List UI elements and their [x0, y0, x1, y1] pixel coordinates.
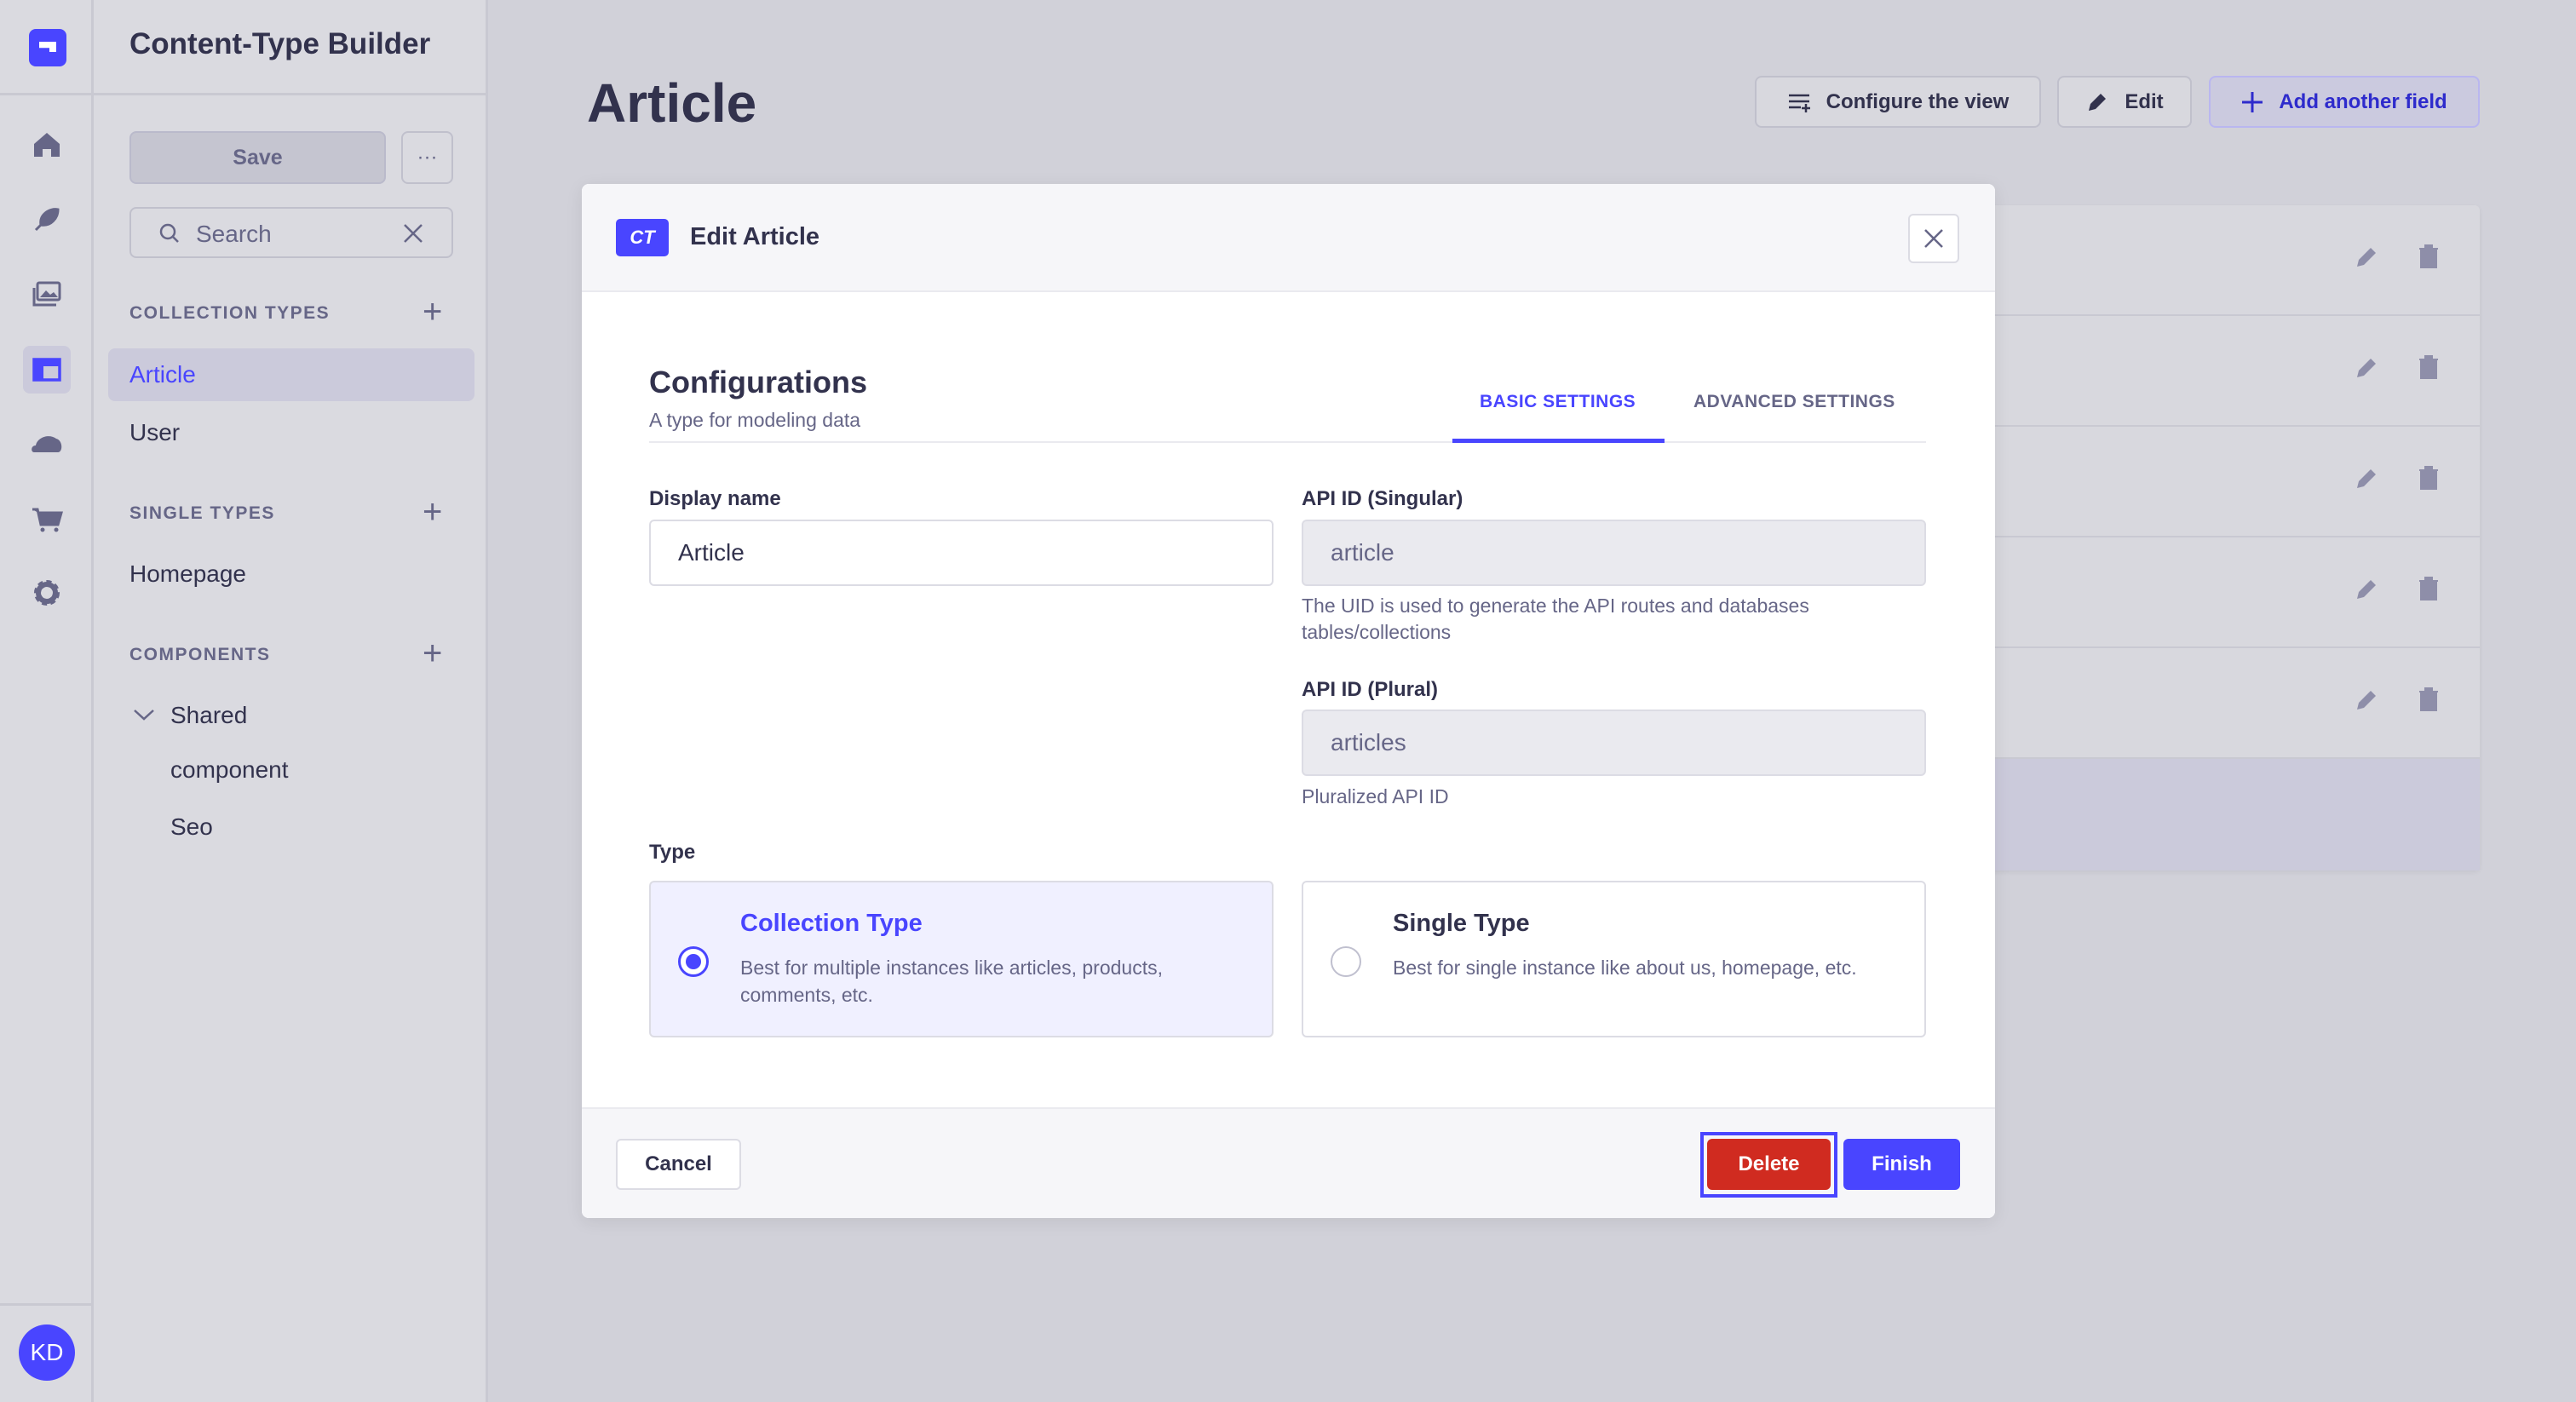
option-description: Best for single instance like about us, … [1393, 957, 1857, 979]
content-type-sidebar: Content-Type Builder Save ··· Search COL… [94, 0, 488, 1402]
radio-selected[interactable] [678, 946, 709, 977]
edit-field-icon[interactable] [2355, 687, 2380, 712]
finish-button[interactable]: Finish [1843, 1139, 1960, 1190]
rail-header [0, 0, 94, 95]
sidebar-item-article-active[interactable] [108, 348, 474, 401]
nav-rail: KD [0, 0, 94, 1402]
add-collection-type-icon[interactable]: + [423, 293, 443, 330]
delete-field-icon[interactable] [2418, 354, 2440, 380]
edit-article-modal: CT Edit Article Configurations A type fo… [582, 184, 1995, 1218]
single-type-option[interactable]: Single Type Best for single instance lik… [1302, 881, 1926, 1037]
strapi-logo[interactable] [29, 29, 66, 66]
display-name-label: Display name [649, 487, 781, 510]
save-button[interactable]: Save [129, 131, 386, 184]
collection-types-heading: COLLECTION TYPES [129, 303, 331, 323]
option-title: Collection Type [740, 910, 923, 937]
content-type-builder-icon[interactable] [23, 346, 71, 394]
sidebar-item-component[interactable]: component [170, 756, 289, 783]
tabs-divider [649, 441, 1926, 443]
edit-field-icon[interactable] [2355, 576, 2380, 601]
cloud-icon[interactable] [23, 420, 71, 468]
tab-advanced-settings[interactable]: ADVANCED SETTINGS [1693, 392, 1895, 411]
configure-view-label: Configure the view [1826, 89, 2010, 113]
more-options-button[interactable]: ··· [401, 131, 453, 184]
delete-field-icon[interactable] [2418, 244, 2440, 269]
plus-icon [2242, 91, 2263, 112]
home-icon[interactable] [23, 121, 71, 169]
api-id-singular-input[interactable]: article [1302, 520, 1926, 586]
add-component-icon[interactable]: + [423, 635, 443, 672]
option-description: Best for multiple instances like article… [740, 957, 1163, 1006]
collection-type-badge: CT [616, 219, 669, 256]
page-title: Article [587, 72, 757, 134]
add-field-label: Add another field [2279, 89, 2447, 113]
clear-search-icon[interactable] [402, 222, 424, 244]
option-title: Single Type [1393, 910, 1530, 937]
chevron-down-icon[interactable] [133, 708, 155, 721]
search-input[interactable]: Search [129, 207, 453, 258]
sidebar-item-article[interactable]: Article [129, 361, 196, 388]
components-heading: COMPONENTS [129, 645, 271, 664]
radio-unselected[interactable] [1331, 946, 1361, 977]
delete-field-icon[interactable] [2418, 687, 2440, 712]
add-single-type-icon[interactable]: + [423, 493, 443, 531]
component-group-shared[interactable]: Shared [170, 702, 248, 728]
list-settings-icon [1788, 94, 1810, 112]
tab-basic-settings[interactable]: BASIC SETTINGS [1480, 392, 1636, 411]
collection-type-option[interactable]: Collection Type Best for multiple instan… [649, 881, 1274, 1037]
cancel-button[interactable]: Cancel [616, 1139, 741, 1190]
api-id-singular-label: API ID (Singular) [1302, 487, 1463, 510]
api-id-singular-help: The UID is used to generate the API rout… [1302, 595, 1809, 643]
api-id-plural-help: Pluralized API ID [1302, 785, 1449, 807]
modal-footer: Cancel Delete Finish [582, 1107, 1995, 1218]
settings-icon[interactable] [23, 569, 71, 617]
delete-field-icon[interactable] [2418, 465, 2440, 491]
edit-field-icon[interactable] [2355, 465, 2380, 491]
modal-title: Edit Article [690, 223, 820, 250]
delete-button[interactable]: Delete [1707, 1139, 1831, 1190]
sidebar-item-user[interactable]: User [129, 419, 181, 445]
section-title: Configurations [649, 365, 867, 399]
close-icon [1924, 229, 1943, 248]
delete-field-icon[interactable] [2418, 576, 2440, 601]
search-icon [159, 223, 179, 243]
section-subtitle: A type for modeling data [649, 409, 861, 431]
edit-field-icon[interactable] [2355, 354, 2380, 380]
active-tab-indicator [1452, 439, 1665, 443]
modal-header: CT Edit Article [582, 184, 1995, 292]
add-another-field-button[interactable]: Add another field [2209, 76, 2480, 128]
type-label: Type [649, 841, 696, 864]
edit-button[interactable]: Edit [2057, 76, 2192, 128]
search-placeholder: Search [196, 221, 272, 247]
cart-icon[interactable] [23, 496, 71, 543]
single-types-heading: SINGLE TYPES [129, 503, 275, 523]
sidebar-title: Content-Type Builder [129, 27, 431, 60]
focus-ring [1700, 1132, 1837, 1198]
api-id-plural-label: API ID (Plural) [1302, 678, 1439, 701]
sidebar-header [94, 0, 488, 95]
rail-divider [0, 1303, 94, 1306]
avatar[interactable]: KD [19, 1324, 75, 1381]
sidebar-item-homepage[interactable]: Homepage [129, 560, 246, 587]
display-name-input[interactable]: Article [649, 520, 1274, 586]
media-library-icon[interactable] [23, 270, 71, 318]
api-id-plural-input[interactable]: articles [1302, 710, 1926, 776]
close-button[interactable] [1908, 214, 1959, 263]
edit-field-icon[interactable] [2355, 244, 2380, 269]
feather-icon[interactable] [23, 195, 71, 243]
configure-view-button[interactable]: Configure the view [1755, 76, 2041, 128]
pencil-icon [2089, 93, 2107, 111]
edit-label: Edit [2125, 89, 2164, 113]
sidebar-item-seo[interactable]: Seo [170, 813, 213, 840]
